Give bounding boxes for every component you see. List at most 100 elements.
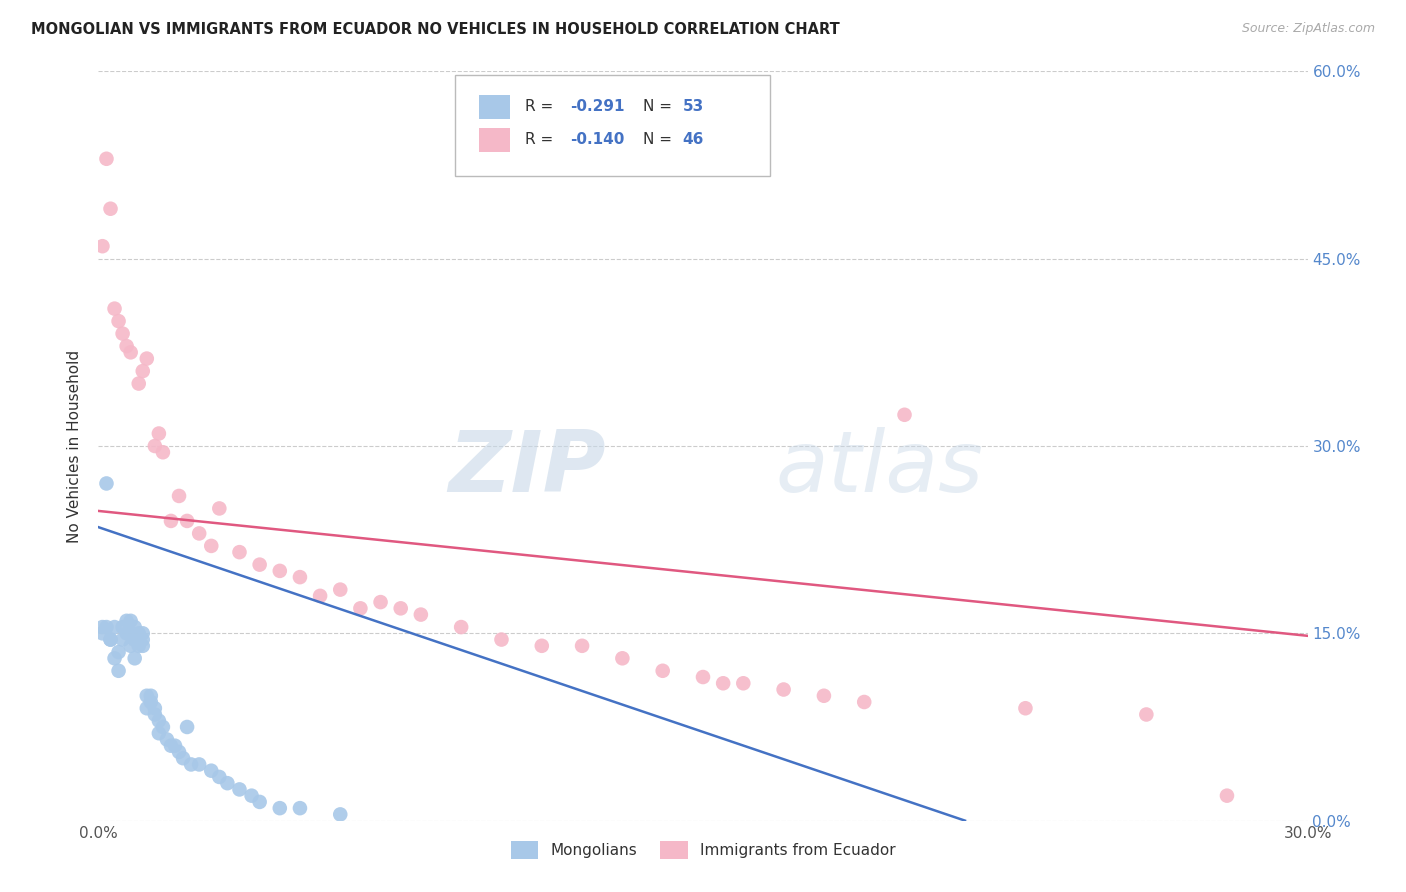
Text: R =: R = xyxy=(526,99,558,114)
Point xyxy=(188,526,211,541)
Point xyxy=(893,408,915,422)
Point xyxy=(100,632,122,647)
Point xyxy=(269,801,291,815)
Y-axis label: No Vehicles in Household: No Vehicles in Household xyxy=(67,350,83,542)
Point xyxy=(103,620,125,634)
Point xyxy=(107,664,129,678)
Point xyxy=(103,301,125,316)
Point xyxy=(124,651,146,665)
Point xyxy=(107,314,129,328)
Point xyxy=(329,807,352,822)
Point xyxy=(148,726,170,740)
Point xyxy=(288,570,311,584)
Point xyxy=(128,626,150,640)
Point xyxy=(651,664,673,678)
Text: 53: 53 xyxy=(682,99,703,114)
Point xyxy=(120,626,142,640)
Point xyxy=(176,720,198,734)
Point xyxy=(217,776,239,790)
Point xyxy=(200,539,222,553)
Point xyxy=(139,695,162,709)
Text: -0.140: -0.140 xyxy=(569,132,624,147)
Point xyxy=(124,632,146,647)
Point xyxy=(132,364,155,378)
Point xyxy=(228,545,250,559)
Point xyxy=(1216,789,1239,803)
Point xyxy=(208,770,231,784)
Point xyxy=(309,589,332,603)
Point xyxy=(389,601,412,615)
Point xyxy=(167,745,190,759)
Point xyxy=(115,614,138,628)
Point xyxy=(188,757,211,772)
Point xyxy=(370,595,392,609)
Point xyxy=(163,739,186,753)
Point xyxy=(128,376,150,391)
Point xyxy=(1014,701,1036,715)
Point xyxy=(128,639,150,653)
Point xyxy=(111,620,134,634)
Point xyxy=(612,651,634,665)
Point xyxy=(124,632,146,647)
Text: ZIP: ZIP xyxy=(449,427,606,510)
Point xyxy=(349,601,371,615)
Point xyxy=(249,558,271,572)
Point xyxy=(96,476,118,491)
Point xyxy=(148,426,170,441)
Point xyxy=(143,439,166,453)
Point xyxy=(491,632,513,647)
FancyBboxPatch shape xyxy=(456,75,769,177)
Point xyxy=(128,632,150,647)
Point xyxy=(111,632,134,647)
Point xyxy=(96,620,118,634)
Text: MONGOLIAN VS IMMIGRANTS FROM ECUADOR NO VEHICLES IN HOUSEHOLD CORRELATION CHART: MONGOLIAN VS IMMIGRANTS FROM ECUADOR NO … xyxy=(31,22,839,37)
Point xyxy=(100,202,122,216)
Point xyxy=(269,564,291,578)
Point xyxy=(450,620,472,634)
Point xyxy=(160,739,183,753)
Point xyxy=(208,501,231,516)
Point xyxy=(571,639,593,653)
Point xyxy=(143,707,166,722)
Point xyxy=(103,651,125,665)
Point xyxy=(409,607,432,622)
Point xyxy=(530,639,553,653)
Point xyxy=(711,676,734,690)
Point xyxy=(120,614,142,628)
Point xyxy=(91,626,114,640)
Legend: Mongolians, Immigrants from Ecuador: Mongolians, Immigrants from Ecuador xyxy=(505,835,901,865)
Text: Source: ZipAtlas.com: Source: ZipAtlas.com xyxy=(1241,22,1375,36)
Point xyxy=(329,582,352,597)
Point xyxy=(96,152,118,166)
Point xyxy=(733,676,755,690)
Point xyxy=(156,732,179,747)
Text: atlas: atlas xyxy=(776,427,984,510)
Point xyxy=(692,670,714,684)
Point xyxy=(132,626,155,640)
Point xyxy=(228,782,250,797)
Point xyxy=(120,345,142,359)
Point xyxy=(148,714,170,728)
Point xyxy=(107,645,129,659)
Text: N =: N = xyxy=(643,99,676,114)
Point xyxy=(132,639,155,653)
Point xyxy=(91,620,114,634)
Point xyxy=(143,701,166,715)
Text: -0.291: -0.291 xyxy=(569,99,624,114)
Text: R =: R = xyxy=(526,132,558,147)
Point xyxy=(115,626,138,640)
Point xyxy=(135,689,157,703)
Point xyxy=(176,514,198,528)
Point xyxy=(772,682,794,697)
Point xyxy=(160,514,183,528)
Point xyxy=(152,445,174,459)
Point xyxy=(91,239,114,253)
Point xyxy=(288,801,311,815)
Point xyxy=(135,701,157,715)
Point xyxy=(853,695,876,709)
Point xyxy=(135,351,157,366)
Point xyxy=(1135,707,1157,722)
Point xyxy=(120,639,142,653)
Text: N =: N = xyxy=(643,132,676,147)
Point xyxy=(139,689,162,703)
